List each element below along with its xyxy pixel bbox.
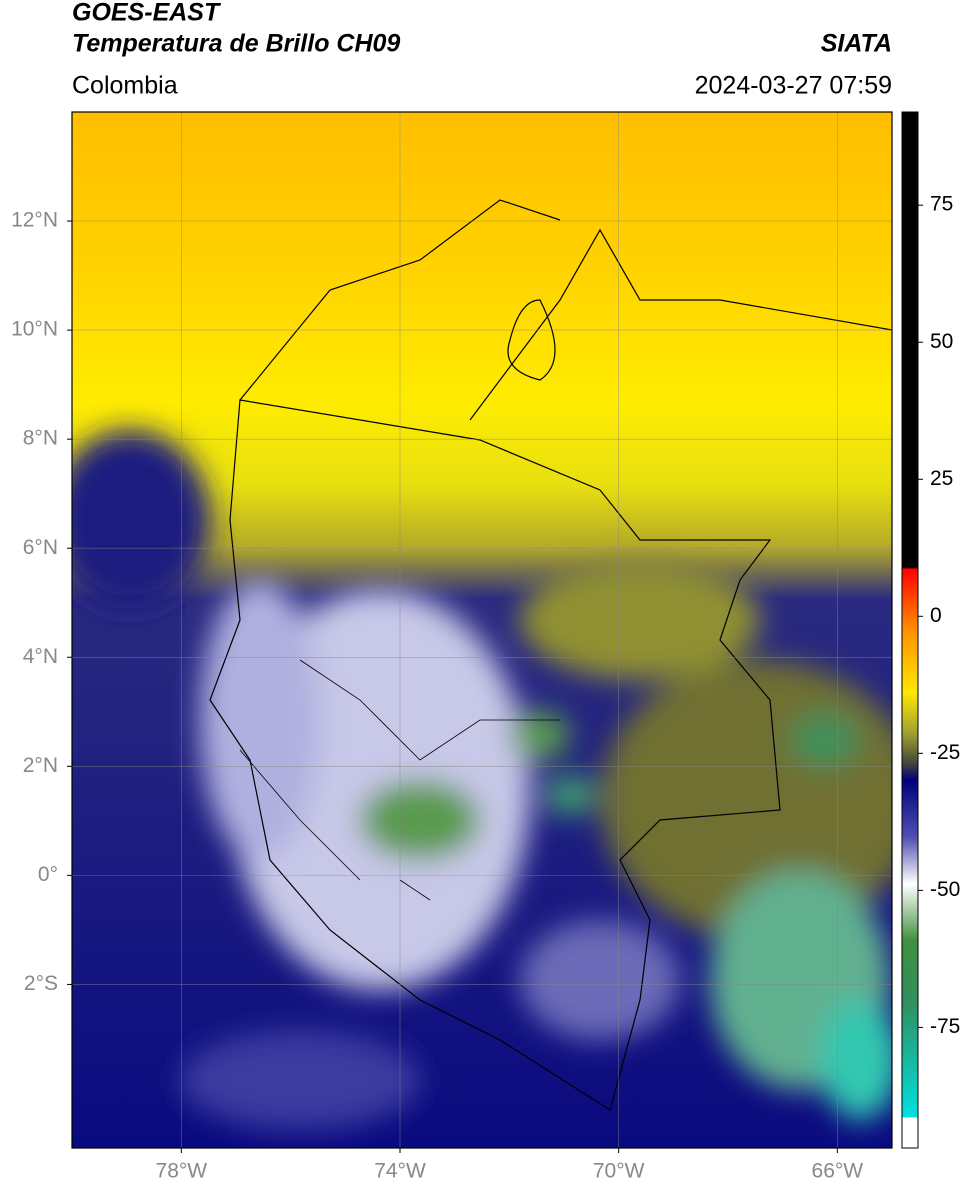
x-tick-label: 66°W bbox=[812, 1160, 864, 1183]
y-tick-label: 2°S bbox=[24, 972, 58, 995]
y-tick-label: 6°N bbox=[23, 536, 58, 559]
colorbar-tick-label: -75 bbox=[930, 1015, 960, 1038]
y-tick-label: 10°N bbox=[11, 318, 58, 341]
y-tick-label: 8°N bbox=[23, 427, 58, 450]
colorbar-tick-label: 50 bbox=[930, 330, 953, 353]
graticule bbox=[72, 112, 892, 1148]
y-tick-label: 0° bbox=[38, 863, 58, 886]
colorbar-tick-label: -25 bbox=[930, 741, 960, 764]
colorbar-tick-label: -50 bbox=[930, 878, 960, 901]
region: Colombia bbox=[72, 72, 178, 100]
y-tick-label: 2°N bbox=[23, 754, 58, 777]
title: GOES-EAST bbox=[72, 0, 222, 27]
subtitle: Temperatura de Brillo CH09 bbox=[72, 30, 400, 58]
y-tick-label: 4°N bbox=[23, 645, 58, 668]
x-tick-label: 70°W bbox=[593, 1160, 645, 1183]
satellite-image bbox=[72, 112, 892, 1148]
colorbar bbox=[901, 111, 919, 1149]
timestamp: 2024-03-27 07:59 bbox=[695, 72, 892, 100]
colorbar-tick-label: 75 bbox=[930, 193, 953, 216]
source: SIATA bbox=[821, 30, 892, 58]
map-frame bbox=[71, 111, 893, 1149]
x-tick-label: 74°W bbox=[374, 1160, 426, 1183]
x-tick-label: 78°W bbox=[156, 1160, 208, 1183]
y-tick-label: 12°N bbox=[11, 209, 58, 232]
colorbar-tick-label: 25 bbox=[930, 467, 953, 490]
colorbar-tick-label: 0 bbox=[930, 604, 942, 627]
